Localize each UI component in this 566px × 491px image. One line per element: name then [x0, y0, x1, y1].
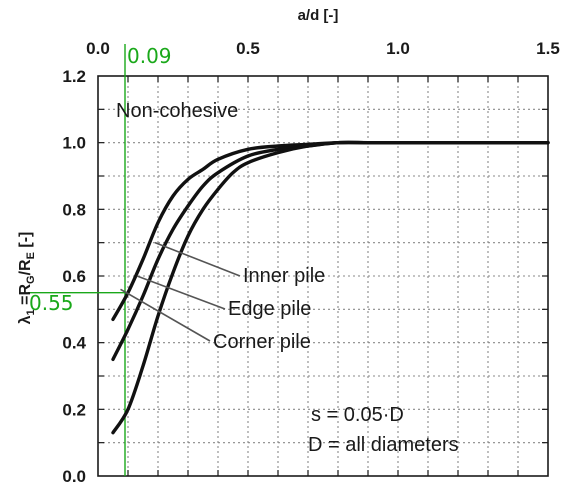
marker-x-label: 0.09 [127, 44, 172, 68]
leader-edge-pile [136, 275, 226, 310]
curve-corner-pile [111, 140, 550, 435]
tick-marks [98, 76, 548, 476]
y-tick-label: 0.6 [62, 267, 86, 286]
diameters-note: D = all diameters [308, 434, 459, 456]
y-tick-label: 0.8 [62, 200, 86, 219]
y-tick-label: 0.0 [62, 467, 86, 486]
y-tick-label: 0.4 [62, 334, 86, 353]
x-tick-label: 1.5 [536, 39, 560, 58]
label-inner-pile: Inner pile [243, 265, 325, 287]
curves [111, 140, 550, 435]
y-tick-label: 1.0 [62, 134, 86, 153]
x-tick-label: 0.5 [236, 39, 260, 58]
label-edge-pile: Edge pile [228, 298, 311, 320]
label-corner-pile: Corner pile [213, 331, 311, 353]
x-tick-label: 1.0 [386, 39, 410, 58]
reading-marker [28, 44, 126, 476]
leader-lines [120, 241, 241, 342]
leader-corner-pile [120, 288, 211, 342]
curve-edge-pile [111, 140, 550, 362]
y-tick-label: 1.2 [62, 67, 86, 86]
y-tick-label: 0.2 [62, 400, 86, 419]
settlement-note: s = 0.05·D [311, 404, 404, 426]
curve-inner-pile [111, 140, 550, 322]
regime-label: Non-cohesive [116, 100, 238, 122]
y-tick-labels: 0.0 0.2 0.4 0.6 0.8 1.0 1.2 [62, 67, 86, 486]
x-tick-labels: 0.0 0.5 1.0 1.5 [86, 39, 560, 58]
leader-inner-pile [154, 241, 241, 277]
x-tick-label: 0.0 [86, 39, 110, 58]
marker-y-label: 0.55 [29, 291, 74, 315]
x-axis-title: a/d [-] [298, 7, 339, 24]
